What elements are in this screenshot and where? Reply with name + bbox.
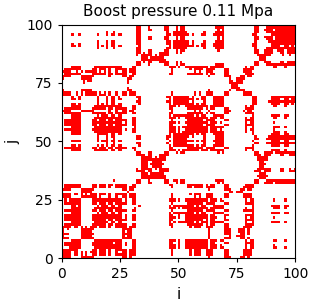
Title: Boost pressure 0.11 Mpa: Boost pressure 0.11 Mpa — [83, 4, 273, 19]
Y-axis label: j: j — [6, 139, 20, 144]
X-axis label: i: i — [176, 287, 181, 302]
